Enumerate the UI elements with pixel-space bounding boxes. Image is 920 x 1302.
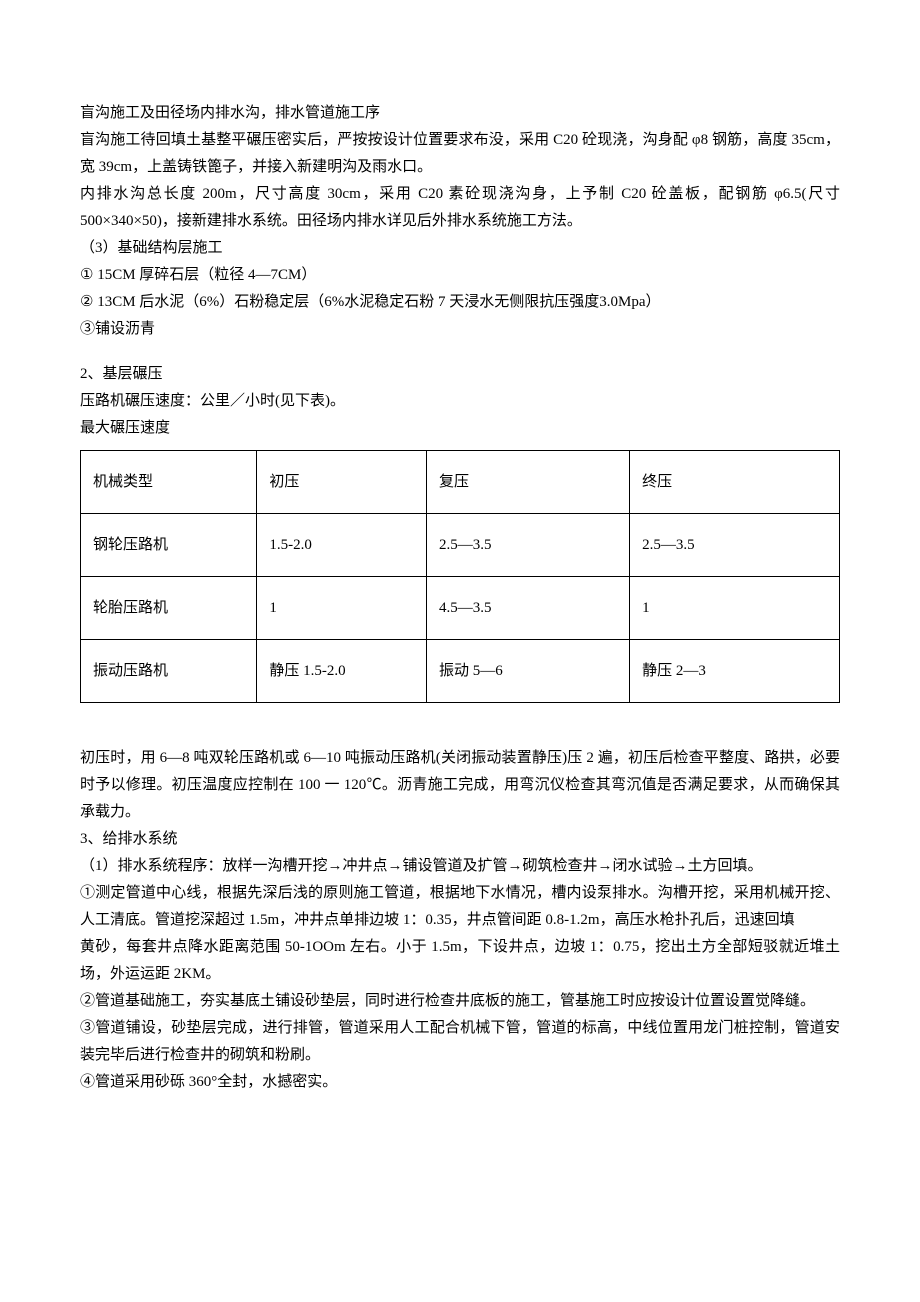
table-cell: 钢轮压路机	[81, 514, 257, 577]
table-cell: 2.5—3.5	[426, 514, 629, 577]
paragraph-item-1: ① 15CM 厚碎石层（粒径 4—7CM）	[80, 262, 840, 289]
section-gap	[80, 727, 840, 745]
paragraph-step-2: ②管道基础施工，夯实基底土铺设砂垫层，同时进行检查井底板的施工，管基施工时应按设…	[80, 988, 840, 1015]
table-header-cell: 复压	[426, 451, 629, 514]
table-cell: 1	[630, 577, 840, 640]
table-cell: 1	[257, 577, 427, 640]
paragraph-item-3: ③铺设沥青	[80, 316, 840, 343]
paragraph-blind-ditch-title: 盲沟施工及田径场内排水沟，排水管道施工序	[80, 100, 840, 127]
table-row: 钢轮压路机 1.5-2.0 2.5—3.5 2.5—3.5	[81, 514, 840, 577]
paragraph-roller-speed: 压路机碾压速度：公里／小时(见下表)。	[80, 388, 840, 415]
paragraph-step-4: ④管道采用砂砾 360°全封，水撼密实。	[80, 1069, 840, 1096]
table-header-cell: 初压	[257, 451, 427, 514]
paragraph-foundation-heading: （3）基础结构层施工	[80, 235, 840, 262]
paragraph-yellow-sand: 黄砂，每套井点降水距离范围 50-1OOm 左右。小于 1.5m，下设井点，边坡…	[80, 934, 840, 988]
paragraph-step-1: ①测定管道中心线，根据先深后浅的原则施工管道，根据地下水情况，槽内设泵排水。沟槽…	[80, 880, 840, 934]
table-cell: 1.5-2.0	[257, 514, 427, 577]
table-cell: 振动压路机	[81, 640, 257, 703]
table-header-cell: 终压	[630, 451, 840, 514]
paragraph-blind-ditch-detail: 盲沟施工待回填土基整平碾压密实后，严按按设计位置要求布没，采用 C20 砼现浇，…	[80, 127, 840, 181]
paragraph-step-3: ③管道铺设，砂垫层完成，进行排管，管道采用人工配合机械下管，管道的标高，中线位置…	[80, 1015, 840, 1069]
table-header-row: 机械类型 初压 复压 终压	[81, 451, 840, 514]
paragraph-drainage-heading: 3、给排水系统	[80, 826, 840, 853]
paragraph-inner-drain: 内排水沟总长度 200m，尺寸高度 30cm，采用 C20 素砼现浇沟身，上予制…	[80, 181, 840, 235]
paragraph-drainage-procedure: （1）排水系统程序：放样一沟槽开挖→冲井点→铺设管道及扩管→砌筑检查井→闭水试验…	[80, 853, 840, 880]
paragraph-item-2: ② 13CM 后水泥（6%）石粉稳定层（6%水泥稳定石粉 7 天浸水无侧限抗压强…	[80, 289, 840, 316]
rolling-speed-table: 机械类型 初压 复压 终压 钢轮压路机 1.5-2.0 2.5—3.5 2.5—…	[80, 450, 840, 703]
paragraph-base-rolling-heading: 2、基层碾压	[80, 361, 840, 388]
table-cell: 振动 5—6	[426, 640, 629, 703]
table-cell: 静压 2—3	[630, 640, 840, 703]
table-cell: 4.5—3.5	[426, 577, 629, 640]
table-cell: 静压 1.5-2.0	[257, 640, 427, 703]
table-row: 轮胎压路机 1 4.5—3.5 1	[81, 577, 840, 640]
table-row: 振动压路机 静压 1.5-2.0 振动 5—6 静压 2—3	[81, 640, 840, 703]
table-cell: 轮胎压路机	[81, 577, 257, 640]
paragraph-initial-press: 初压时，用 6—8 吨双轮压路机或 6—10 吨振动压路机(关闭振动装置静压)压…	[80, 745, 840, 826]
section-gap	[80, 343, 840, 361]
table-header-cell: 机械类型	[81, 451, 257, 514]
table-cell: 2.5—3.5	[630, 514, 840, 577]
paragraph-max-speed-label: 最大碾压速度	[80, 415, 840, 442]
